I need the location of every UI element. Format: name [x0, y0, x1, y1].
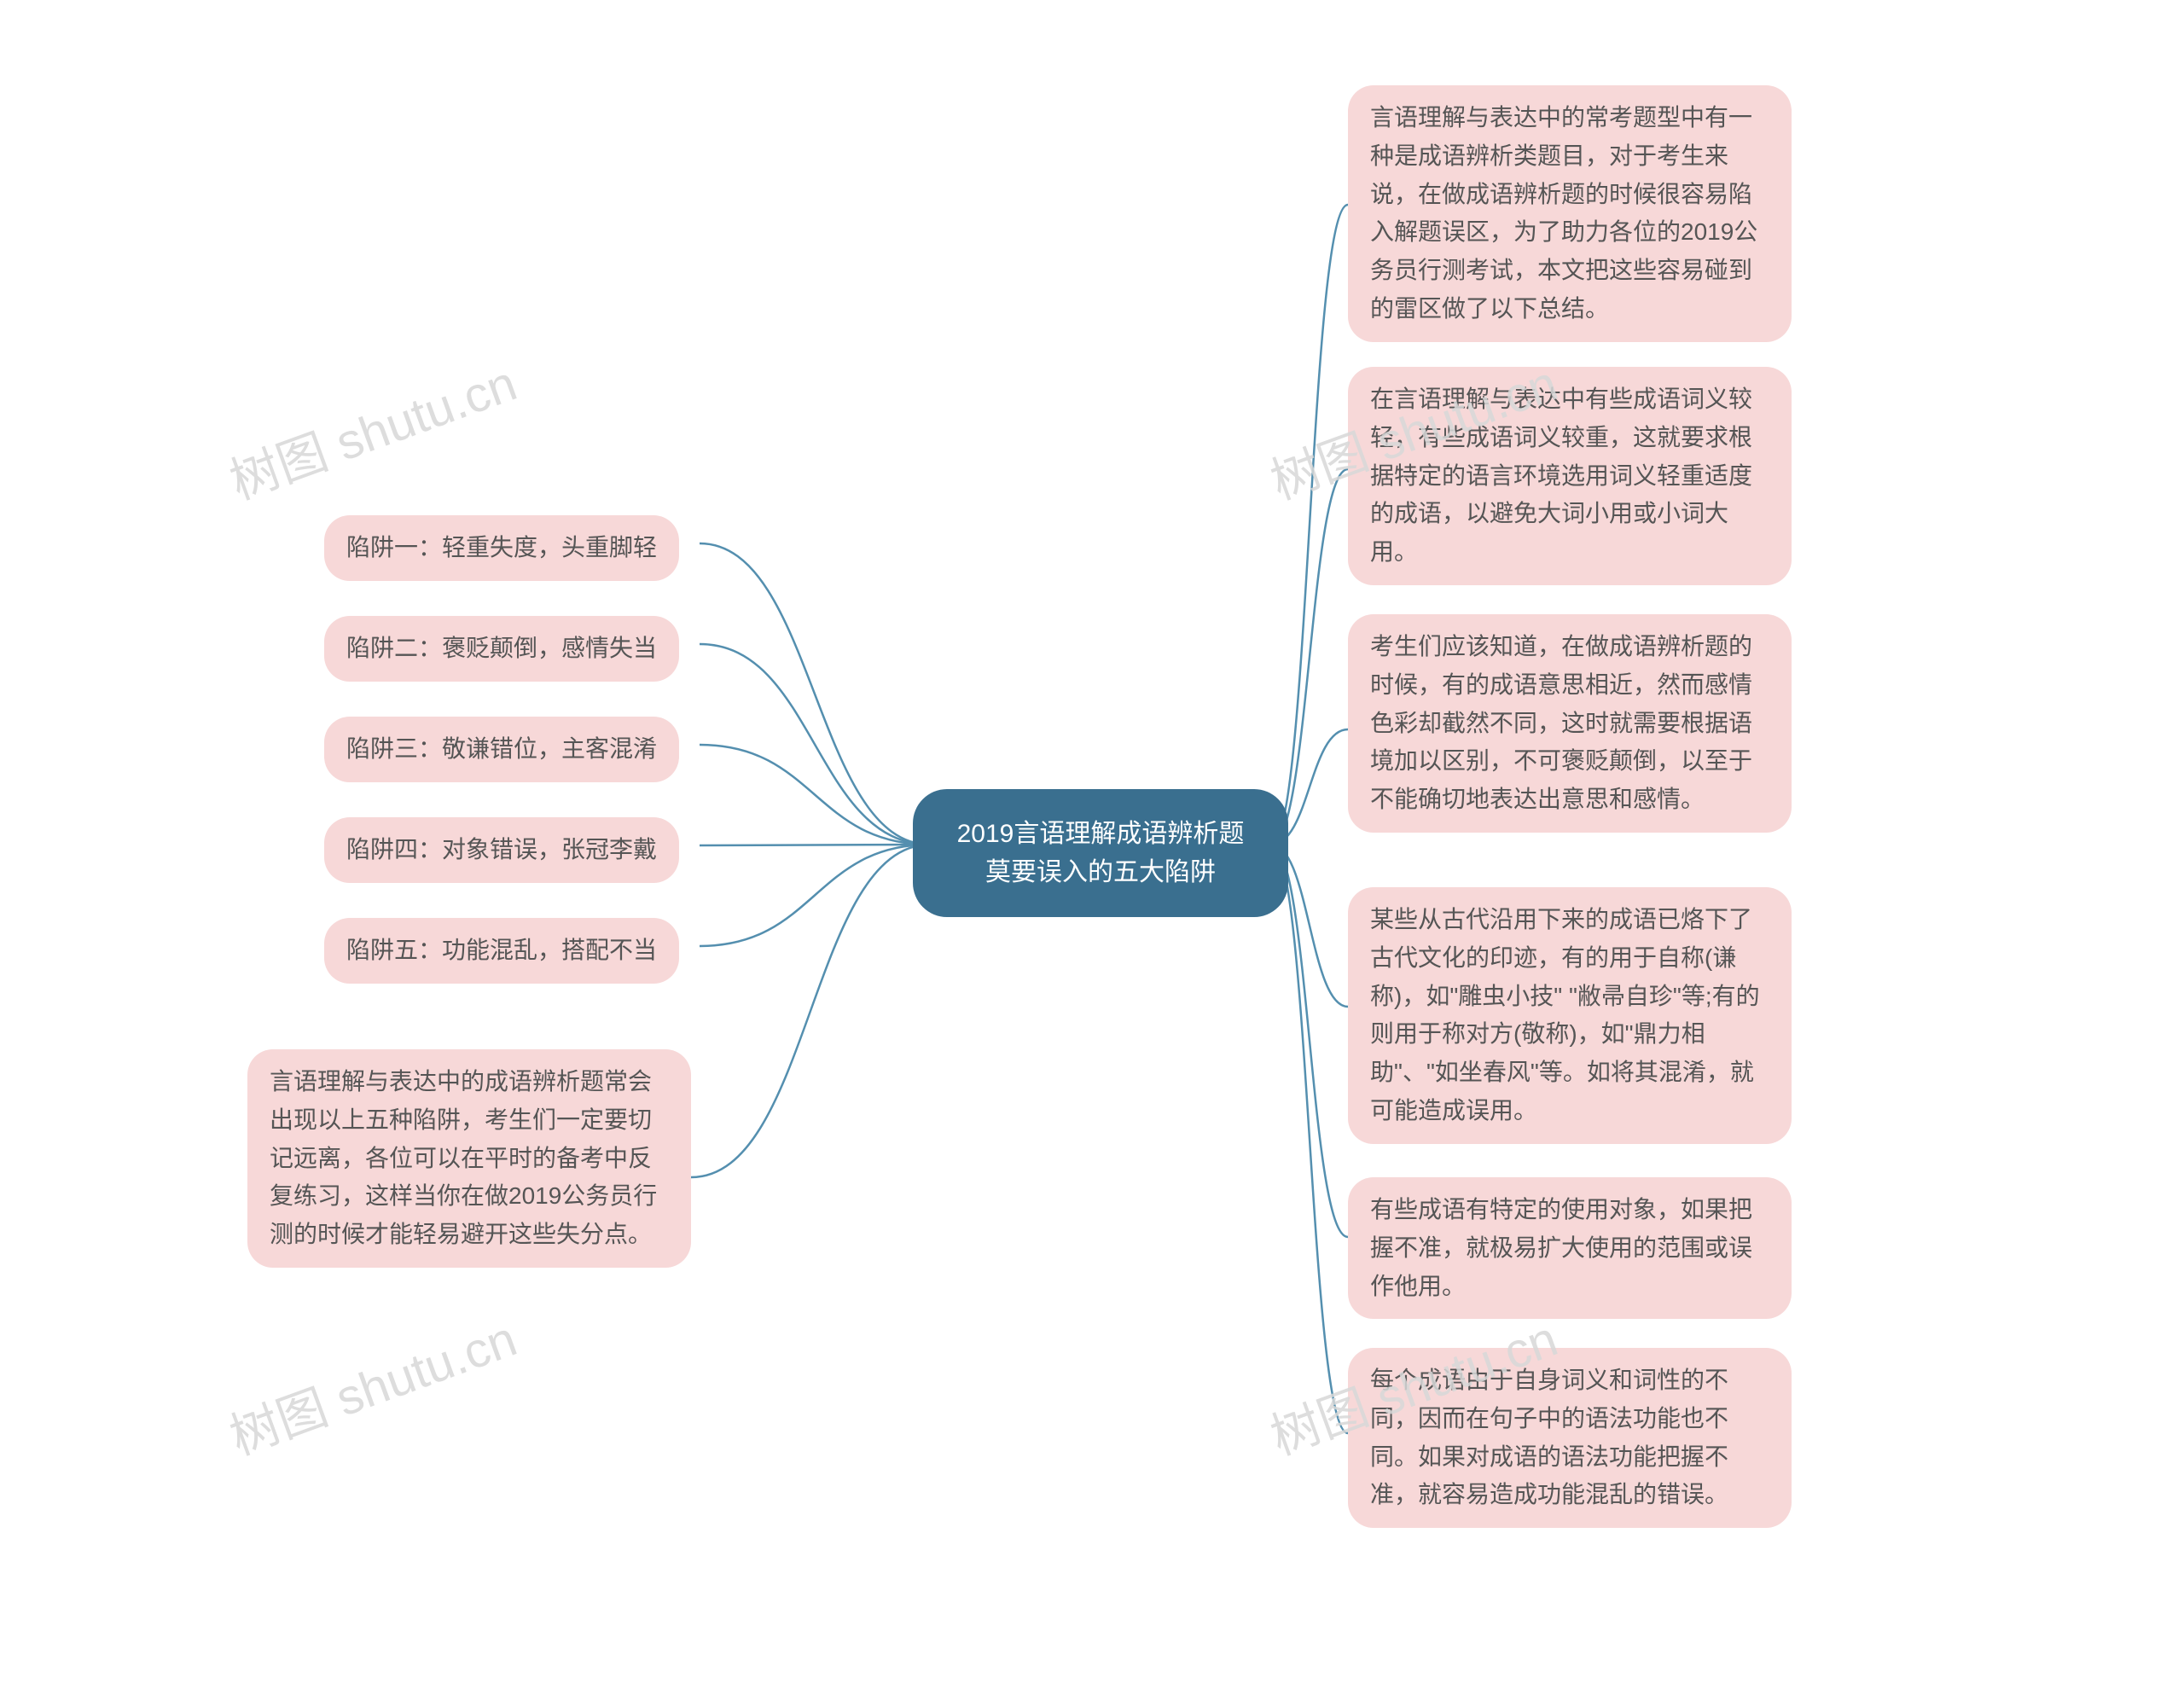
left-node-trap-4[interactable]: 陷阱四：对象错误，张冠李戴 [324, 817, 679, 883]
right-node-text: 言语理解与表达中的常考题型中有一种是成语辨析类题目，对于考生来说，在做成语辨析题… [1370, 104, 1757, 322]
right-node-text: 每个成语由于自身词义和词性的不同，因而在句子中的语法功能也不同。如果对成语的语法… [1370, 1367, 1728, 1507]
left-node-label: 陷阱二：褒贬颠倒，感情失当 [346, 635, 657, 661]
right-node-2[interactable]: 在言语理解与表达中有些成语词义较轻，有些成语词义较重，这就要求根据特定的语言环境… [1348, 367, 1792, 585]
right-node-1[interactable]: 言语理解与表达中的常考题型中有一种是成语辨析类题目，对于考生来说，在做成语辨析题… [1348, 85, 1792, 342]
left-node-label: 陷阱三：敬谦错位，主客混淆 [346, 735, 657, 762]
watermark: 树图 shutu.cn [218, 343, 525, 513]
left-node-label: 陷阱一：轻重失度，头重脚轻 [346, 534, 657, 560]
mindmap-canvas: 2019言语理解成语辨析题 莫要误入的五大陷阱 陷阱一：轻重失度，头重脚轻 陷阱… [0, 0, 2184, 1684]
right-node-5[interactable]: 有些成语有特定的使用对象，如果把握不准，就极易扩大使用的范围或误作他用。 [1348, 1177, 1792, 1319]
left-node-trap-1[interactable]: 陷阱一：轻重失度，头重脚轻 [324, 515, 679, 581]
right-node-text: 某些从古代沿用下来的成语已烙下了古代文化的印迹，有的用于自称(谦称)，如"雕虫小… [1370, 906, 1760, 1124]
left-node-label: 陷阱五：功能混乱，搭配不当 [346, 937, 657, 963]
left-node-trap-3[interactable]: 陷阱三：敬谦错位，主客混淆 [324, 717, 679, 782]
left-node-label: 陷阱四：对象错误，张冠李戴 [346, 836, 657, 862]
right-node-text: 考生们应该知道，在做成语辨析题的时候，有的成语意思相近，然而感情色彩却截然不同，… [1370, 633, 1752, 812]
center-line1: 2019言语理解成语辨析题 [957, 820, 1245, 848]
right-node-3[interactable]: 考生们应该知道，在做成语辨析题的时候，有的成语意思相近，然而感情色彩却截然不同，… [1348, 614, 1792, 833]
right-node-4[interactable]: 某些从古代沿用下来的成语已烙下了古代文化的印迹，有的用于自称(谦称)，如"雕虫小… [1348, 887, 1792, 1144]
right-node-6[interactable]: 每个成语由于自身词义和词性的不同，因而在句子中的语法功能也不同。如果对成语的语法… [1348, 1348, 1792, 1528]
left-node-trap-2[interactable]: 陷阱二：褒贬颠倒，感情失当 [324, 616, 679, 682]
left-summary-node[interactable]: 言语理解与表达中的成语辨析题常会出现以上五种陷阱，考生们一定要切记远离，各位可以… [247, 1049, 691, 1268]
center-node[interactable]: 2019言语理解成语辨析题 莫要误入的五大陷阱 [913, 789, 1288, 917]
right-node-text: 有些成语有特定的使用对象，如果把握不准，就极易扩大使用的范围或误作他用。 [1370, 1196, 1752, 1299]
left-node-trap-5[interactable]: 陷阱五：功能混乱，搭配不当 [324, 918, 679, 984]
center-line2: 莫要误入的五大陷阱 [985, 858, 1216, 886]
left-summary-text: 言语理解与表达中的成语辨析题常会出现以上五种陷阱，考生们一定要切记远离，各位可以… [270, 1068, 657, 1247]
watermark: 树图 shutu.cn [218, 1298, 525, 1468]
right-node-text: 在言语理解与表达中有些成语词义较轻，有些成语词义较重，这就要求根据特定的语言环境… [1370, 386, 1752, 565]
